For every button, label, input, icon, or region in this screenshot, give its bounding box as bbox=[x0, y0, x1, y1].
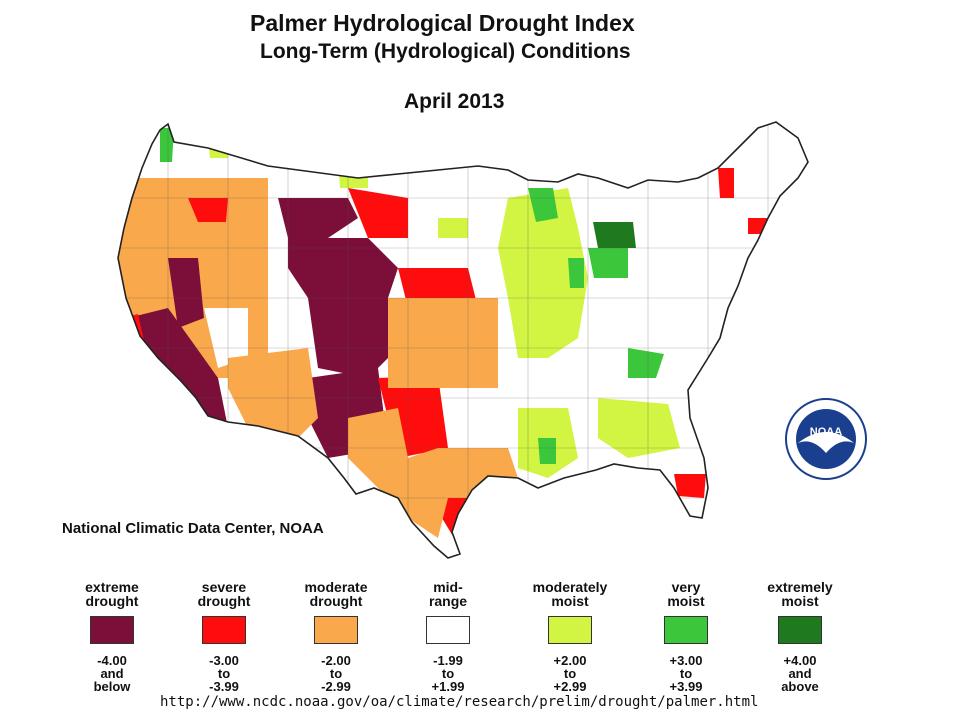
region-ca-extreme bbox=[128, 308, 228, 428]
legend-label: extreme drought bbox=[85, 579, 139, 609]
legend-label: mid- range bbox=[428, 579, 468, 609]
region-mt-extreme bbox=[278, 198, 358, 238]
region-wa-moist bbox=[208, 138, 230, 158]
noaa-logo-icon: NOAA bbox=[785, 398, 867, 480]
region-midwest-moist bbox=[498, 188, 588, 358]
region-mi-extreme-moist bbox=[593, 222, 636, 248]
region-tx-moderate bbox=[348, 408, 518, 538]
legend-label: moderately moist bbox=[532, 579, 608, 609]
source-url[interactable]: http://www.ncdc.noaa.gov/oa/climate/rese… bbox=[160, 694, 759, 710]
legend-label: very moist bbox=[667, 579, 705, 609]
legend-swatch bbox=[426, 616, 470, 644]
region-plains-moderate bbox=[388, 298, 498, 388]
legend-range: -2.00 to -2.99 bbox=[321, 653, 351, 694]
legend-swatch bbox=[202, 616, 246, 644]
region-wi-very-moist bbox=[528, 188, 558, 222]
region-wy-extreme bbox=[288, 238, 398, 298]
legend-range: +4.00 and above bbox=[781, 653, 819, 694]
subtitle: Long-Term (Hydrological) Conditions bbox=[260, 40, 631, 63]
region-mi-very-moist bbox=[588, 248, 628, 278]
region-il-very-moist bbox=[568, 258, 584, 288]
region-ms-very-moist bbox=[538, 438, 556, 464]
credit: National Climatic Data Center, NOAA bbox=[62, 520, 324, 537]
region-or-severe bbox=[188, 198, 228, 222]
region-tn-moist bbox=[628, 348, 664, 378]
legend-swatch bbox=[548, 616, 592, 644]
region-mt-severe bbox=[348, 188, 408, 238]
legend-range: -4.00 and below bbox=[93, 653, 131, 694]
region-nd-moist bbox=[338, 158, 368, 188]
region-wa-very-moist bbox=[160, 128, 174, 162]
region-nv-mid bbox=[204, 308, 248, 368]
region-se-moist bbox=[598, 398, 680, 458]
region-ny-severe bbox=[718, 168, 734, 198]
region-co-extreme bbox=[308, 298, 398, 378]
region-az-moderate bbox=[228, 348, 318, 438]
logo-text: NOAA bbox=[810, 426, 842, 438]
region-nv-extreme bbox=[168, 258, 204, 328]
legend-swatch bbox=[778, 616, 822, 644]
region-nj-moderate bbox=[742, 288, 754, 306]
legend-swatch bbox=[664, 616, 708, 644]
title: Palmer Hydrological Drought Index bbox=[250, 10, 635, 36]
legend-label: severe drought bbox=[197, 579, 251, 609]
legend-label: moderate drought bbox=[304, 579, 368, 609]
legend-range: -1.99 to +1.99 bbox=[431, 653, 465, 694]
legend-range: -3.00 to -3.99 bbox=[209, 653, 239, 694]
region-fl-severe bbox=[674, 474, 706, 498]
region-sd-moist bbox=[438, 218, 468, 238]
drought-map bbox=[117, 121, 809, 559]
legend-swatch bbox=[90, 616, 134, 644]
legend-range: +2.00 to +2.99 bbox=[553, 653, 587, 694]
legend-range: +3.00 to +3.99 bbox=[669, 653, 703, 694]
legend-label: extremely moist bbox=[767, 579, 833, 609]
period: April 2013 bbox=[404, 90, 505, 113]
legend: extreme drought -4.00 and below severe d… bbox=[62, 576, 882, 696]
legend-swatch bbox=[314, 616, 358, 644]
